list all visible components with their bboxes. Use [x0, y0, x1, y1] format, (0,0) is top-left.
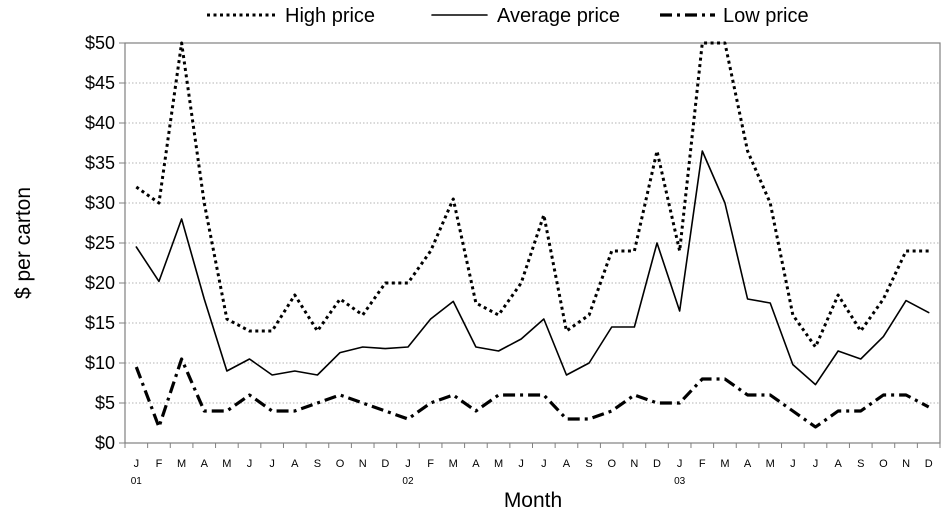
x-tick-label: J — [813, 458, 819, 470]
x-tick-label: J — [518, 458, 524, 470]
x-tick-label: M — [494, 458, 503, 470]
y-tick-label: $35 — [85, 153, 115, 173]
x-tick-label: F — [427, 458, 434, 470]
x-tick-label: M — [222, 458, 231, 470]
y-tick-label: $50 — [85, 33, 115, 53]
x-tick-label: J — [790, 458, 796, 470]
x-tick-label: J — [405, 458, 411, 470]
y-tick-label: $20 — [85, 273, 115, 293]
x-tick-label: J — [247, 458, 253, 470]
x-tick-label: S — [585, 458, 592, 470]
year-label: 01 — [131, 476, 143, 487]
x-tick-label: N — [359, 458, 367, 470]
y-tick-label: $10 — [85, 353, 115, 373]
x-tick-label: F — [699, 458, 706, 470]
x-tick-label: M — [449, 458, 458, 470]
y-tick-label: $30 — [85, 193, 115, 213]
series-line-high-price — [135, 41, 929, 349]
x-tick-label: O — [879, 458, 888, 470]
x-tick-label: S — [857, 458, 864, 470]
x-tick-label: F — [156, 458, 163, 470]
series-line-low-price — [134, 357, 930, 429]
x-tick-label: O — [607, 458, 616, 470]
x-axis-title: Month — [504, 489, 562, 512]
x-tick-label: J — [134, 458, 140, 470]
x-tick-label: A — [834, 458, 842, 470]
y-tick-label: $5 — [95, 393, 115, 413]
y-tick-label: $40 — [85, 113, 115, 133]
x-tick-label: D — [653, 458, 661, 470]
x-tick-label: S — [314, 458, 321, 470]
x-tick-label: M — [766, 458, 775, 470]
x-tick-label: D — [925, 458, 933, 470]
gridlines — [125, 82, 940, 404]
x-tick-label: J — [541, 458, 547, 470]
x-tick-label: J — [269, 458, 275, 470]
y-tick-label: $15 — [85, 313, 115, 333]
legend-label: Low price — [723, 5, 809, 27]
year-label: 02 — [402, 476, 414, 487]
x-tick-label: N — [902, 458, 910, 470]
x-axis: J F M A M J J A S O N D J F M A M J J A S O N D J F M A M J J A S O N D 01 02… — [124, 443, 941, 487]
x-tick-label: J — [677, 458, 683, 470]
y-tick-label: $45 — [85, 73, 115, 93]
series-lines — [134, 41, 930, 429]
y-tick-label: $25 — [85, 233, 115, 253]
x-tick-label: N — [630, 458, 638, 470]
legend: High price Average price Low price — [207, 5, 809, 27]
x-tick-label: M — [177, 458, 186, 470]
y-axis-title: $ per carton — [12, 187, 35, 299]
x-tick-label: A — [201, 458, 209, 470]
x-tick-label: D — [381, 458, 389, 470]
legend-label: High price — [285, 5, 375, 27]
x-tick-label: A — [291, 458, 299, 470]
y-axis: $0 $5 $10 $15 $20 $25 $30 $35 $40 $45 $50 — [85, 33, 125, 453]
x-tick-label: M — [720, 458, 729, 470]
series-line-average-price — [135, 150, 930, 386]
x-tick-label: O — [336, 458, 345, 470]
legend-label: Average price — [497, 5, 620, 27]
x-tick-label: A — [563, 458, 571, 470]
x-tick-label: A — [744, 458, 752, 470]
year-label: 03 — [674, 476, 686, 487]
y-tick-label: $0 — [95, 433, 115, 453]
x-tick-label: A — [472, 458, 480, 470]
